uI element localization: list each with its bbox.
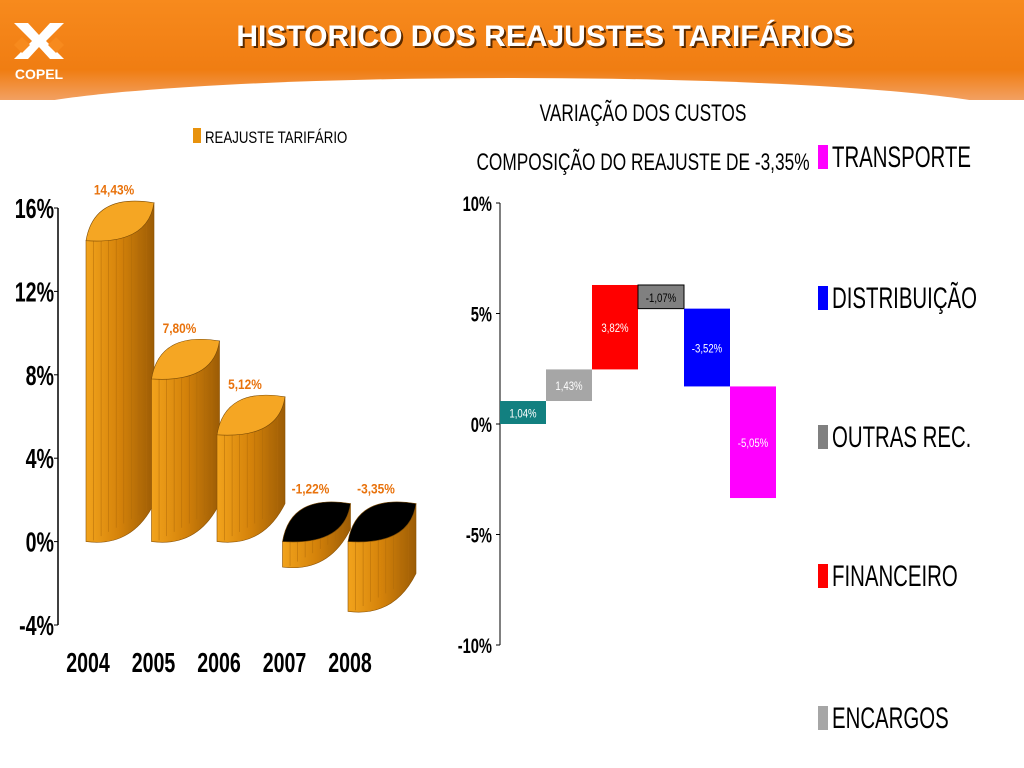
legend-swatch-0	[818, 145, 828, 169]
y-tick-label: -5%	[466, 524, 492, 547]
page-title: HISTORICO DOS REAJUSTES TARIFÁRIOS	[236, 20, 854, 53]
waterfall-value-label: -3,52%	[692, 343, 723, 356]
waterfall-value-label: 1,43%	[555, 380, 583, 393]
y-tick-label: 0%	[26, 527, 54, 558]
bar-cap	[216, 394, 286, 436]
y-tick-label: 0%	[471, 413, 492, 436]
x-tick-label: 2007	[263, 648, 307, 679]
waterfall-value-label: -5,05%	[738, 437, 769, 450]
legend-swatch-4	[818, 706, 828, 730]
bar-2004	[85, 200, 155, 543]
bar-value-label: 7,80%	[163, 320, 197, 336]
bar-cap	[85, 200, 155, 242]
waterfall-bar	[546, 369, 592, 402]
y-tick-label: 5%	[471, 303, 492, 326]
waterfall-bar	[500, 401, 546, 424]
waterfall-bar	[730, 386, 776, 499]
x-tick-label: 2008	[328, 648, 372, 679]
legend-label: REAJUSTE TARIFÁRIO	[205, 129, 347, 148]
legend-label: OUTRAS REC.	[832, 421, 971, 454]
bar-2007	[282, 501, 351, 569]
legend-label: TRANSPORTE	[832, 141, 971, 174]
waterfall-value-label: 1,04%	[509, 408, 537, 421]
y-tick-label: -10%	[458, 634, 492, 657]
legend-swatch-2	[818, 425, 828, 449]
x-tick-label: 2005	[132, 648, 176, 679]
bar-2005	[151, 338, 220, 543]
waterfall-bar	[684, 308, 730, 387]
legend-label: DISTRIBUIÇÃO	[832, 281, 977, 315]
y-tick-label: 8%	[26, 360, 54, 391]
bar-cap	[151, 338, 220, 380]
y-tick-label: 12%	[15, 277, 54, 308]
bar-cap	[282, 501, 351, 543]
waterfall-bar	[637, 284, 685, 310]
bar-value-label: -1,22%	[292, 481, 330, 497]
bar-value-label: 5,12%	[228, 376, 262, 392]
tariff-adjustment-chart: REAJUSTE TARIFÁRIO 16% 12% 8% 4% 0% -4% 14,43% 2…	[15, 128, 417, 679]
y-tick-label: 10%	[463, 192, 492, 215]
legend-swatch	[193, 128, 201, 143]
legend-label: ENCARGOS	[832, 702, 949, 735]
bar-2006	[216, 394, 286, 543]
copel-logo-icon	[14, 23, 64, 59]
legend-swatch-1	[818, 286, 828, 310]
waterfall-value-label: 3,82%	[601, 322, 629, 335]
waterfall-value-label: -1,07%	[646, 292, 677, 305]
y-tick-label: 4%	[26, 444, 54, 475]
logo-text: COPEL	[14, 66, 64, 82]
bar-value-label: -3,35%	[357, 481, 395, 497]
chart-title-line-2: COMPOSIÇÃO DO REAJUSTE DE -3,35%	[476, 149, 809, 175]
chart-title-line-1: VARIAÇÃO DOS CUSTOS	[540, 100, 747, 126]
legend-label: FINANCEIRO	[832, 560, 958, 593]
y-tick-label: 16%	[15, 194, 54, 225]
y-tick-label: -4%	[19, 611, 54, 642]
waterfall-bar	[592, 284, 638, 370]
legend-swatch-3	[818, 564, 828, 588]
bar-2008	[347, 501, 417, 613]
bar-value-label: 14,43%	[94, 182, 135, 198]
x-tick-label: 2004	[66, 648, 110, 679]
x-tick-label: 2006	[197, 648, 241, 679]
bar-cap	[347, 501, 417, 543]
